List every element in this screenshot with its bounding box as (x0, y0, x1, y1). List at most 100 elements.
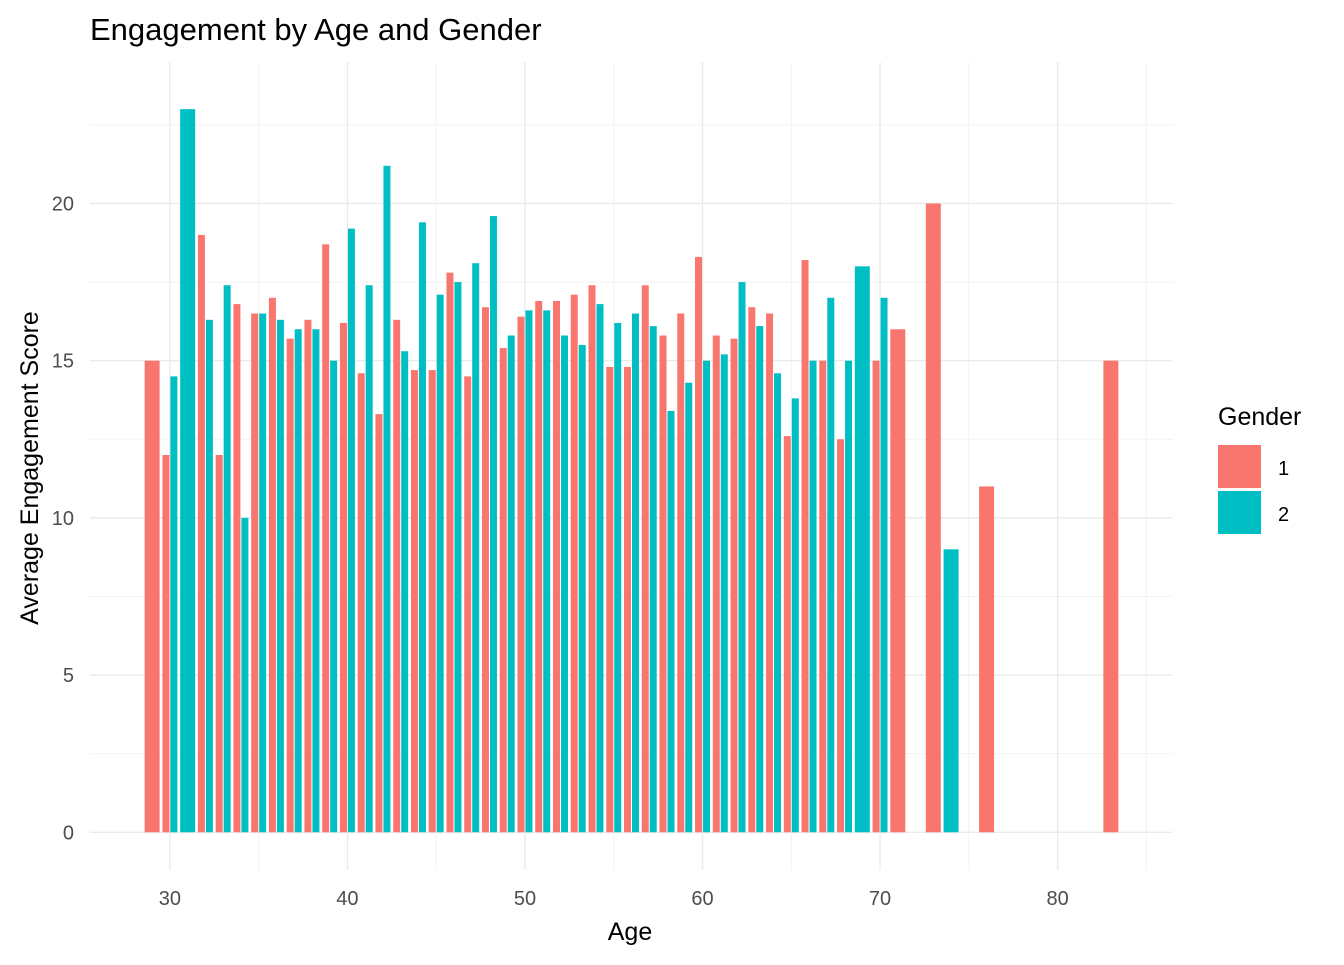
bar-gender-1-age-62 (730, 338, 738, 833)
bar-gender-2-age-66 (809, 360, 817, 833)
bar-gender-2-age-74 (943, 549, 959, 833)
chart-title: Engagement by Age and Gender (90, 12, 542, 47)
bar-gender-2-age-51 (543, 310, 551, 833)
bar-gender-1-age-37 (286, 338, 294, 833)
legend-title: Gender (1218, 403, 1301, 431)
bar-gender-1-age-52 (552, 300, 560, 833)
bar-gender-1-age-30 (162, 454, 170, 833)
bar-gender-1-age-44 (410, 370, 418, 833)
bar-gender-2-age-60 (703, 360, 711, 833)
bar-gender-1-age-41 (357, 373, 365, 833)
bar-gender-2-age-38 (312, 329, 320, 833)
bar-gender-2-age-64 (774, 373, 782, 833)
bar-gender-1-age-39 (322, 244, 330, 833)
legend-label-2: 2 (1278, 504, 1289, 526)
bar-gender-2-age-45 (436, 294, 444, 833)
bar-gender-2-age-36 (276, 319, 284, 833)
bar-gender-2-age-50 (525, 310, 533, 833)
bar-gender-2-age-56 (632, 313, 639, 833)
bar-gender-1-age-36 (268, 297, 276, 833)
bar-gender-2-age-70 (880, 297, 888, 833)
x-tick-label: 50 (514, 888, 536, 910)
bar-gender-1-age-32 (197, 234, 205, 833)
bar-gender-2-age-57 (649, 326, 657, 833)
bar-gender-2-age-67 (827, 297, 835, 833)
y-tick-label: 5 (63, 665, 74, 687)
bar-gender-1-age-56 (624, 366, 631, 833)
bar-gender-2-age-68 (845, 360, 853, 833)
y-tick-label: 10 (52, 508, 74, 530)
bar-gender-1-age-53 (570, 294, 578, 833)
bar-gender-1-age-73 (925, 203, 941, 833)
bar-gender-1-age-49 (499, 348, 507, 833)
bar-gender-2-age-62 (738, 282, 746, 833)
y-axis-label: Average Engagement Score (16, 311, 44, 625)
bar-gender-2-age-43 (401, 351, 409, 833)
bar-gender-1-age-54 (588, 285, 596, 833)
bar-gender-2-age-69 (854, 266, 870, 833)
bar-gender-1-age-70 (872, 360, 880, 833)
bar-gender-2-age-54 (596, 304, 604, 833)
bar-gender-1-age-29 (144, 360, 160, 833)
bar-gender-2-age-37 (294, 329, 302, 833)
bar-gender-1-age-35 (251, 313, 259, 833)
bar-gender-1-age-83 (1103, 360, 1119, 833)
x-tick-label: 30 (159, 888, 181, 910)
bar-gender-2-age-44 (418, 222, 426, 833)
bar-gender-1-age-34 (233, 304, 241, 833)
bar-gender-1-age-42 (375, 414, 383, 833)
legend: Gender 12 (1218, 403, 1301, 534)
x-tick-label: 60 (691, 888, 713, 910)
bar-gender-1-age-55 (606, 366, 614, 833)
x-tick-label: 70 (869, 888, 891, 910)
bar-gender-1-age-48 (481, 307, 489, 833)
x-axis-label: Age (608, 918, 652, 946)
bar-gender-2-age-59 (685, 382, 693, 833)
bar-gender-2-age-31 (180, 109, 196, 833)
bar-gender-1-age-45 (428, 370, 436, 833)
bar-gender-2-age-49 (507, 335, 515, 833)
x-tick-label: 80 (1046, 888, 1068, 910)
bar-gender-1-age-60 (695, 256, 703, 833)
x-tick-labels: 30 40 50 60 70 80 (159, 888, 1069, 910)
bar-gender-2-age-39 (330, 360, 338, 833)
bar-gender-2-age-30 (170, 376, 178, 833)
bar-gender-1-age-59 (677, 313, 685, 833)
bar-gender-2-age-32 (205, 319, 213, 833)
bar-gender-1-age-50 (517, 316, 525, 833)
bar-gender-1-age-38 (304, 319, 312, 833)
bar-gender-2-age-35 (259, 313, 267, 833)
bar-gender-1-age-76 (979, 486, 995, 833)
y-tick-labels: 0 5 10 15 20 (52, 193, 74, 844)
bar-gender-1-age-40 (339, 322, 347, 833)
bar-gender-2-age-65 (791, 398, 799, 833)
bar-gender-1-age-64 (766, 313, 774, 833)
legend-label-1: 1 (1278, 458, 1289, 480)
bar-gender-2-age-47 (472, 263, 480, 833)
bar-gender-2-age-58 (667, 410, 675, 833)
bar-gender-2-age-34 (241, 517, 249, 833)
y-tick-label: 0 (63, 822, 74, 844)
bar-gender-1-age-63 (748, 307, 756, 833)
bar-gender-1-age-68 (837, 439, 845, 833)
bar-gender-1-age-67 (819, 360, 827, 833)
bar-gender-2-age-40 (347, 228, 355, 833)
bar-gender-2-age-41 (365, 285, 373, 833)
bar-gender-1-age-51 (535, 300, 543, 833)
legend-key-1 (1218, 445, 1261, 488)
bar-gender-2-age-46 (454, 282, 462, 833)
y-tick-label: 20 (52, 193, 74, 215)
bar-gender-2-age-42 (383, 165, 391, 833)
bar-gender-2-age-63 (756, 326, 764, 833)
bar-gender-1-age-57 (641, 285, 649, 833)
bar-gender-1-age-66 (801, 260, 809, 833)
bar-gender-1-age-61 (712, 335, 720, 833)
y-tick-label: 15 (52, 351, 74, 373)
bar-gender-1-age-43 (393, 319, 401, 833)
bar-gender-2-age-33 (223, 285, 231, 833)
bar-gender-2-age-61 (720, 354, 728, 833)
legend-items: 12 (1218, 445, 1289, 534)
bar-gender-1-age-46 (446, 272, 454, 833)
